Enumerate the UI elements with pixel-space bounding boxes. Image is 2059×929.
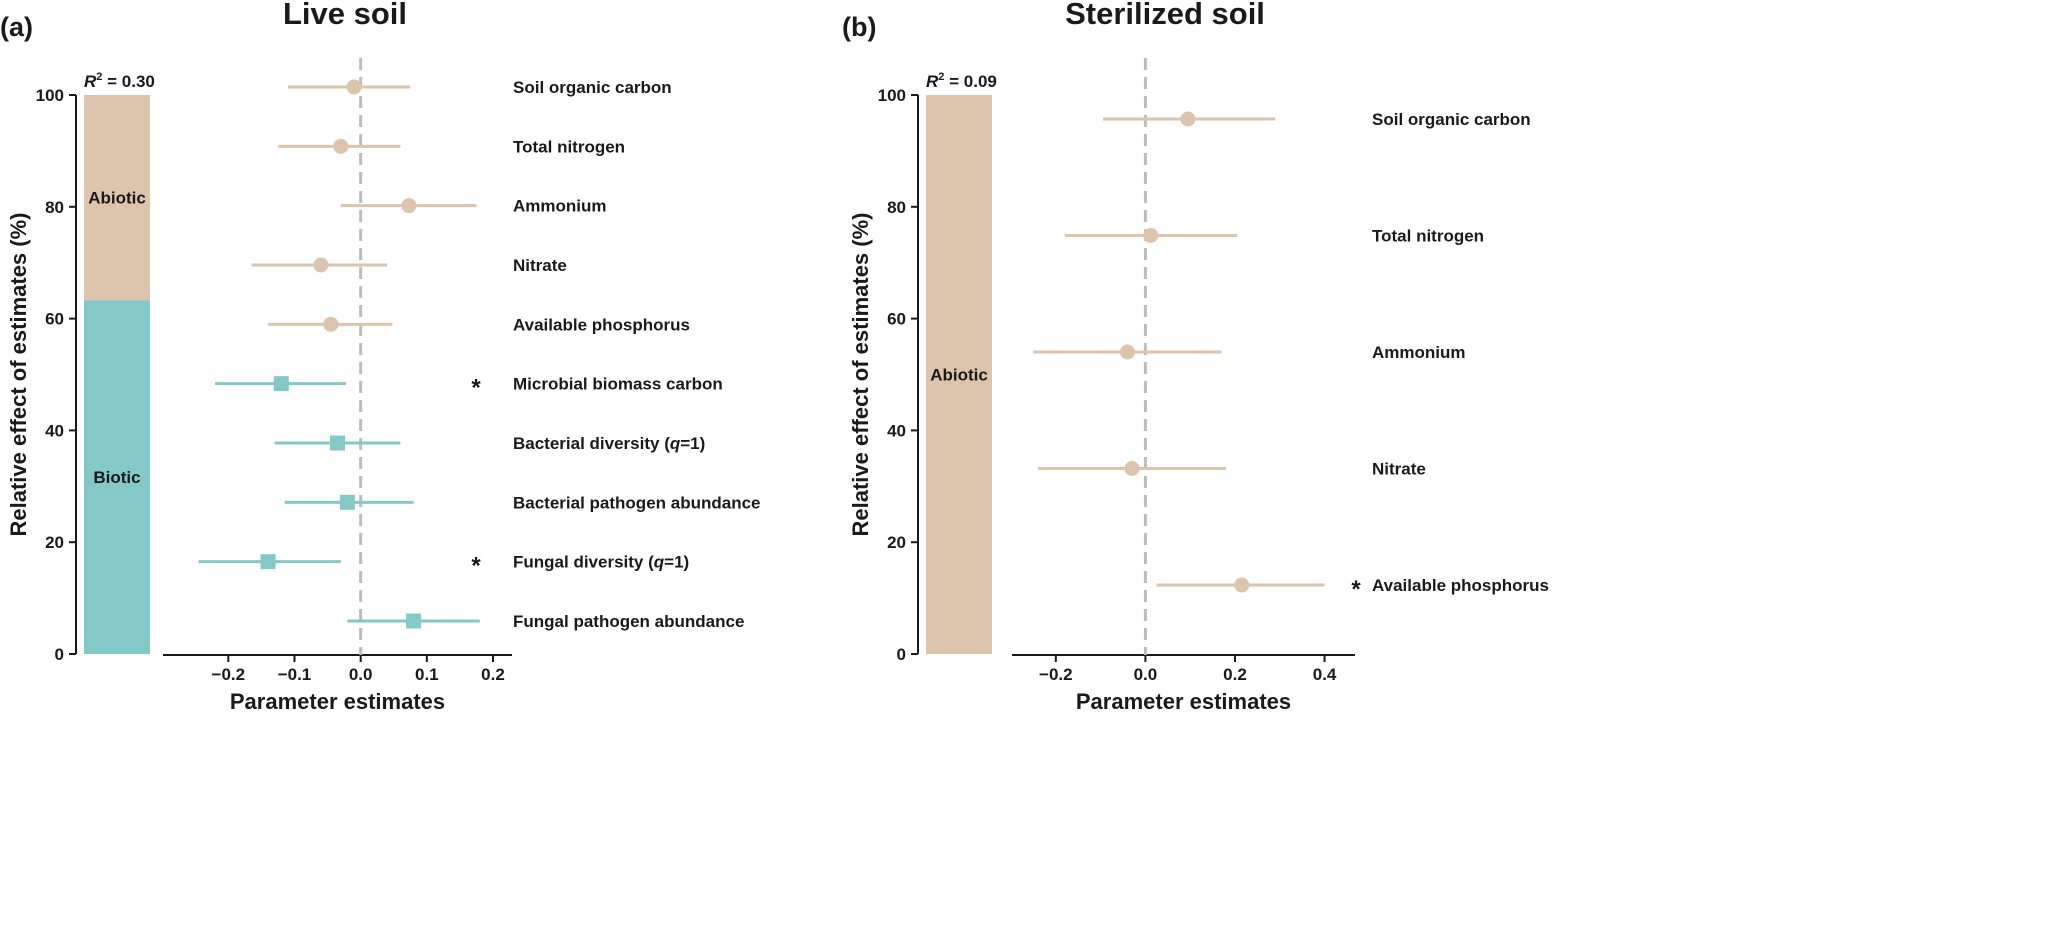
- predictor-label: Ammonium: [513, 197, 607, 216]
- x-tick-label: −0.2: [1039, 665, 1073, 684]
- predictor-label: Fungal diversity (q=1): [513, 553, 689, 572]
- predictor-label: Bacterial pathogen abundance: [513, 493, 761, 512]
- panel-b: (b) Sterilized soil Abiotic 0 20 40 60 80 100 Rel…: [842, 0, 1549, 714]
- x-tick-label: 0.1: [415, 665, 439, 684]
- y-tick-label: 60: [45, 310, 64, 329]
- x-tick-label: 0.2: [1223, 665, 1247, 684]
- x-tick-label: −0.1: [278, 665, 312, 684]
- estimate-marker-circle: [1119, 344, 1135, 360]
- estimate-marker-square: [260, 554, 276, 570]
- significance-star: *: [471, 553, 481, 580]
- y-tick-label: 100: [878, 86, 906, 105]
- estimate-marker-circle: [323, 316, 339, 332]
- bar-segment-biotic: [84, 300, 150, 654]
- panel-title: Live soil: [283, 0, 407, 31]
- r-squared-label: R2 = 0.09: [926, 71, 997, 91]
- estimate-marker-circle: [1180, 111, 1196, 127]
- estimate-marker-circle: [333, 138, 349, 154]
- y-tick-label: 60: [887, 310, 906, 329]
- estimate-marker-circle: [1234, 577, 1250, 593]
- predictor-label: Soil organic carbon: [513, 78, 672, 97]
- y-axis-title: Relative effect of estimates (%): [6, 213, 31, 537]
- y-tick-label: 0: [55, 645, 64, 664]
- y-tick-label: 40: [45, 421, 64, 440]
- significance-star: *: [1351, 576, 1361, 603]
- y-tick-label: 80: [45, 198, 64, 217]
- bar-segment-abiotic: [926, 95, 992, 654]
- y-tick-label: 40: [887, 421, 906, 440]
- y-tick-label: 80: [887, 198, 906, 217]
- x-axis-title: Parameter estimates: [1076, 689, 1291, 714]
- predictor-label: Total nitrogen: [1372, 227, 1484, 246]
- bar-segment-label: Biotic: [93, 468, 140, 487]
- estimate-marker-circle: [346, 79, 362, 95]
- predictor-label: Microbial biomass carbon: [513, 375, 723, 394]
- x-tick-label: −0.2: [212, 665, 246, 684]
- estimate-marker-circle: [401, 198, 417, 214]
- panel-label: (b): [842, 12, 876, 42]
- predictor-label: Available phosphorus: [513, 315, 690, 334]
- panel-a: (a) Live soil Biotic Abiotic 0 20 40 60 80 100 Rel…: [0, 0, 761, 714]
- significance-star: *: [471, 375, 481, 402]
- predictor-label: Nitrate: [1372, 460, 1426, 479]
- r-squared-label: R2 = 0.30: [84, 71, 155, 91]
- panel-title: Sterilized soil: [1065, 0, 1265, 31]
- predictor-label: Bacterial diversity (q=1): [513, 434, 705, 453]
- y-tick-label: 20: [887, 533, 906, 552]
- bar-segment-label: Abiotic: [88, 189, 146, 208]
- x-tick-label: 0.2: [481, 665, 505, 684]
- y-tick-label: 20: [45, 533, 64, 552]
- estimate-marker-circle: [1124, 461, 1140, 476]
- predictor-label: Available phosphorus: [1372, 576, 1549, 595]
- x-tick-label: 0.0: [349, 665, 373, 684]
- predictor-label: Fungal pathogen abundance: [513, 612, 744, 631]
- bar-segment-abiotic: [84, 95, 150, 301]
- predictor-label: Total nitrogen: [513, 137, 625, 156]
- predictor-label: Ammonium: [1372, 343, 1466, 362]
- estimate-marker-circle: [1143, 228, 1159, 243]
- panel-label: (a): [0, 12, 33, 42]
- x-axis-title: Parameter estimates: [230, 689, 445, 714]
- x-tick-label: 0.0: [1134, 665, 1158, 684]
- estimate-marker-square: [339, 494, 355, 510]
- estimate-marker-square: [330, 435, 345, 451]
- estimate-marker-square: [406, 613, 422, 629]
- estimate-marker-square: [273, 376, 289, 392]
- y-tick-label: 0: [897, 645, 906, 664]
- x-tick-label: 0.4: [1313, 665, 1337, 684]
- estimate-marker-circle: [313, 257, 329, 273]
- predictor-label: Soil organic carbon: [1372, 110, 1531, 129]
- predictor-label: Nitrate: [513, 256, 567, 275]
- y-tick-label: 100: [36, 86, 64, 105]
- bar-segment-label: Abiotic: [930, 366, 988, 385]
- y-axis-title: Relative effect of estimates (%): [848, 213, 873, 537]
